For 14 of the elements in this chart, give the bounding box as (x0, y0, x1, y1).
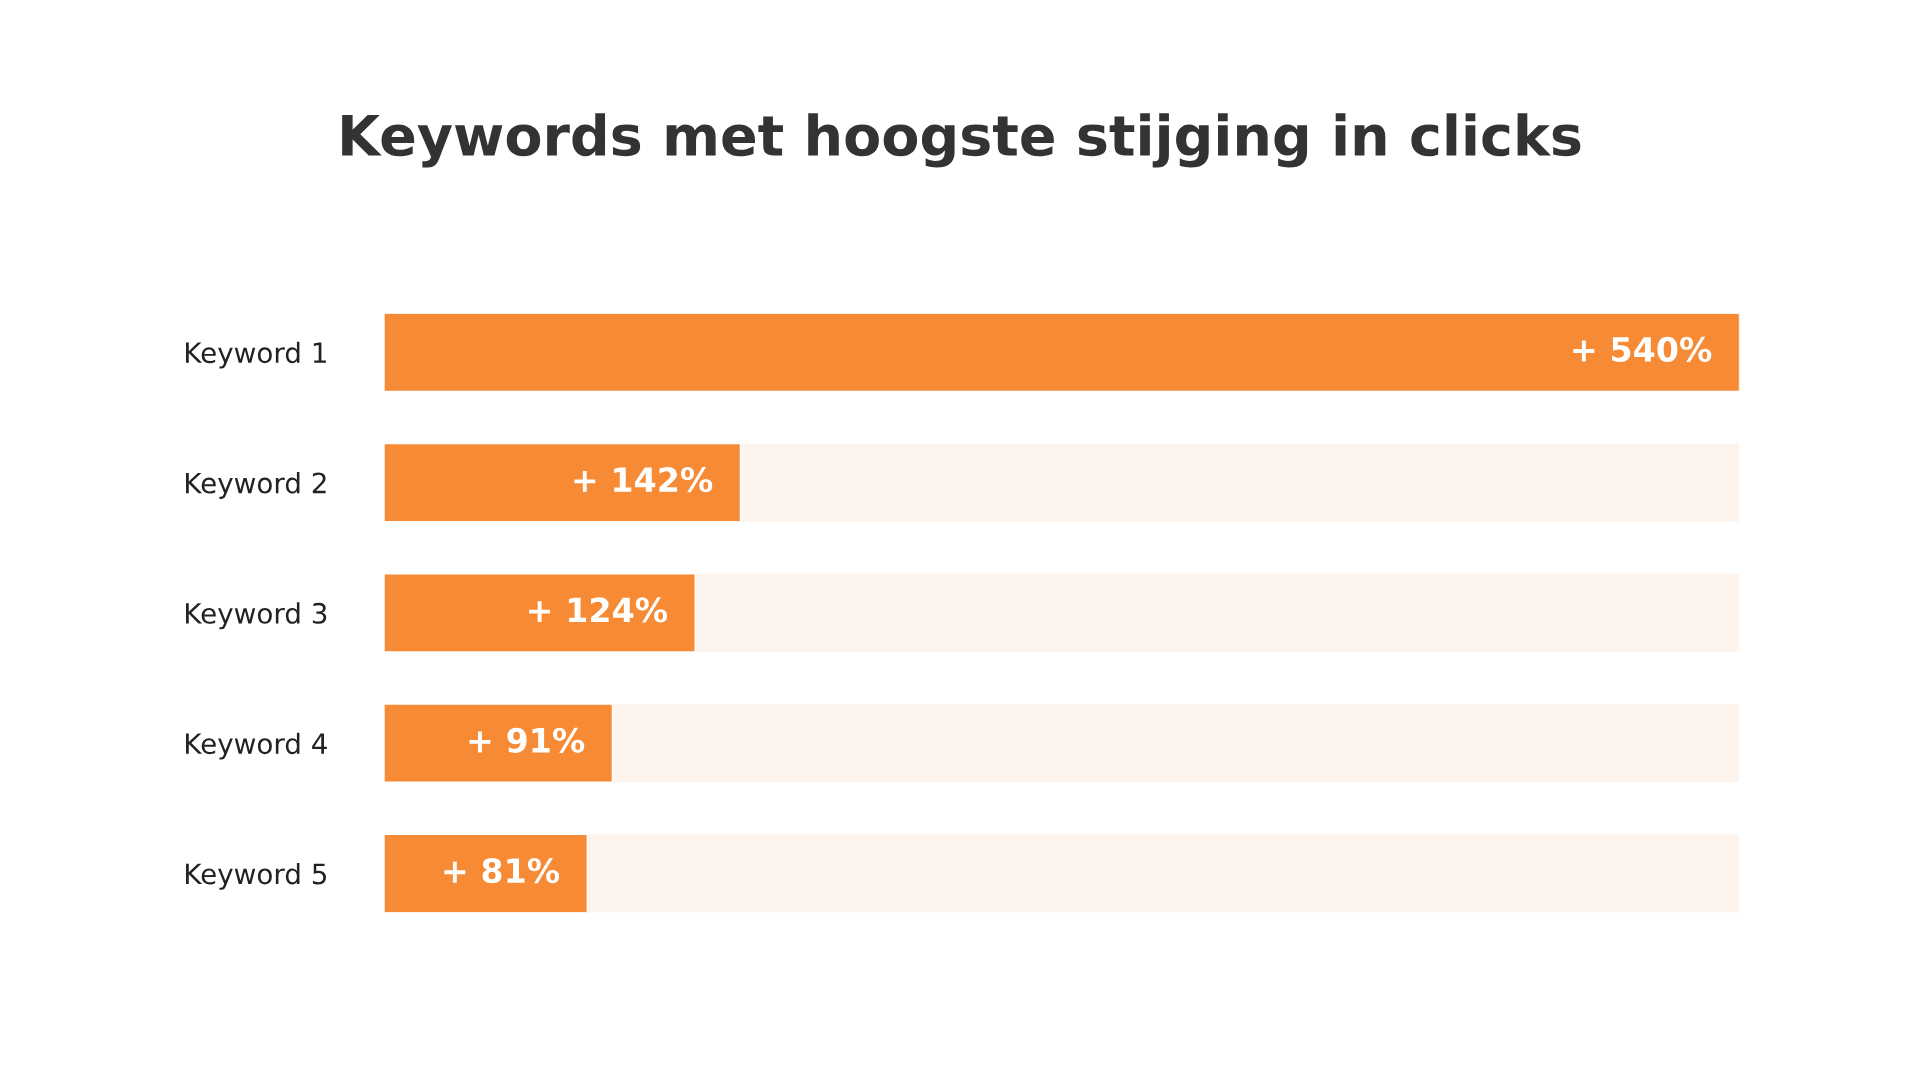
y-tick-label: Keyword 3 (186, 602, 327, 630)
y-tick-label: Keyword 2 (186, 472, 326, 499)
chart-title: Keywords met hoogste stijging in clicks (342, 113, 1581, 168)
data-label: + 91% (469, 727, 585, 753)
bar (384, 573, 696, 653)
bar (384, 833, 589, 913)
data-label: + 540% (1573, 336, 1712, 362)
data-label: + 81% (444, 857, 560, 884)
y-tick-label: Keyword 4 (186, 732, 327, 760)
y-tick-label: Keyword 5 (186, 862, 327, 890)
data-label: + 124% (529, 597, 668, 623)
bar (384, 703, 614, 783)
data-label: + 142% (574, 467, 713, 493)
y-tick-label: Keyword 1 (186, 341, 326, 369)
